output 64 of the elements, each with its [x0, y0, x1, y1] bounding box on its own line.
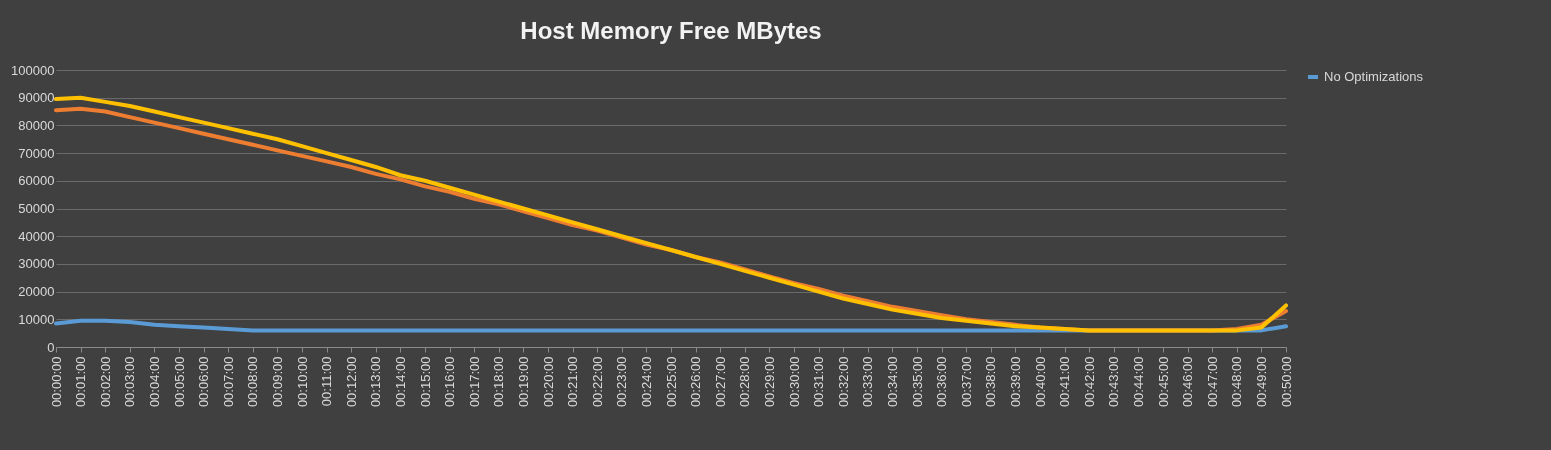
- x-tick-label: 00:37:00: [958, 356, 974, 408]
- x-tick-label: 00:03:00: [122, 356, 138, 408]
- x-tick-label: 00:09:00: [269, 356, 285, 408]
- x-tick-label: 00:07:00: [220, 356, 236, 408]
- x-tick-label: 00:46:00: [1180, 356, 1196, 408]
- y-tick-label: 10000: [18, 311, 55, 327]
- x-tick-label: 00:02:00: [97, 356, 113, 408]
- x-tick-label: 00:30:00: [786, 356, 802, 408]
- x-tick-label: 00:28:00: [737, 356, 753, 408]
- x-tick-label: 00:34:00: [884, 356, 900, 408]
- x-tick-label: 00:47:00: [1204, 356, 1220, 408]
- x-tick-label: 00:33:00: [860, 356, 876, 408]
- x-tick-label: 00:08:00: [245, 356, 261, 408]
- x-tick-label: 00:13:00: [368, 356, 384, 408]
- x-tick-label: 00:06:00: [196, 356, 212, 408]
- x-tick-label: 00:04:00: [146, 356, 162, 408]
- x-tick-label: 00:40:00: [1032, 356, 1048, 408]
- x-tick-label: 00:11:00: [319, 356, 335, 407]
- x-tick-label: 00:44:00: [1130, 356, 1146, 408]
- x-tick-label: 00:31:00: [811, 356, 827, 408]
- y-tick-label: 0: [47, 339, 55, 355]
- x-tick-label: 00:20:00: [540, 356, 556, 408]
- x-tick-label: 00:27:00: [712, 356, 728, 408]
- x-tick-label: 00:48:00: [1229, 356, 1245, 408]
- x-tick-label: 00:36:00: [934, 356, 950, 408]
- y-tick-label: 90000: [18, 90, 55, 106]
- y-tick-label: 70000: [18, 145, 55, 161]
- x-tick-label: 00:25:00: [663, 356, 679, 408]
- x-tick-label: 00:24:00: [638, 356, 654, 408]
- x-tick-label: 00:01:00: [73, 356, 89, 408]
- y-tick-label: 30000: [18, 256, 55, 272]
- x-tick-label: 00:14:00: [392, 356, 408, 408]
- x-tick-label: 00:17:00: [466, 356, 482, 408]
- y-tick-label: 80000: [18, 117, 55, 133]
- x-tick-label: 00:35:00: [909, 356, 925, 408]
- x-tick-label: 00:19:00: [515, 356, 531, 408]
- x-tick-label: 00:22:00: [589, 356, 605, 408]
- legend-label: No Optimizations: [1324, 69, 1424, 84]
- x-tick-label: 00:05:00: [171, 356, 187, 408]
- x-tick-label: 00:49:00: [1253, 356, 1269, 408]
- y-tick-label: 60000: [18, 173, 55, 189]
- x-tick-label: 00:32:00: [835, 356, 851, 408]
- x-tick-label: 00:43:00: [1106, 356, 1122, 408]
- x-tick-label: 00:18:00: [491, 356, 507, 408]
- x-tick-label: 00:39:00: [1007, 356, 1023, 408]
- x-tick-label: 00:41:00: [1057, 356, 1073, 408]
- y-tick-label: 20000: [18, 284, 55, 300]
- x-tick-label: 00:45:00: [1155, 356, 1171, 408]
- x-tick-label: 00:42:00: [1081, 356, 1097, 408]
- x-tick-label: 00:50:00: [1278, 356, 1294, 408]
- x-tick-label: 00:12:00: [343, 356, 359, 408]
- x-tick-label: 00:16:00: [442, 356, 458, 408]
- y-tick-label: 50000: [18, 201, 55, 216]
- x-tick-label: 00:26:00: [688, 356, 704, 408]
- y-tick-label: 40000: [18, 228, 55, 244]
- y-tick-label: 100000: [11, 62, 55, 78]
- x-tick-label: 00:00:00: [48, 356, 64, 408]
- x-tick-label: 00:21:00: [565, 356, 581, 408]
- x-tick-label: 00:29:00: [761, 356, 777, 408]
- x-tick-label: 00:15:00: [417, 356, 433, 408]
- x-tick-label: 00:10:00: [294, 356, 310, 408]
- x-tick-label: 00:38:00: [983, 356, 999, 408]
- x-tick-label: 00:23:00: [614, 356, 630, 408]
- chart-title: Host Memory Free MBytes: [520, 17, 822, 44]
